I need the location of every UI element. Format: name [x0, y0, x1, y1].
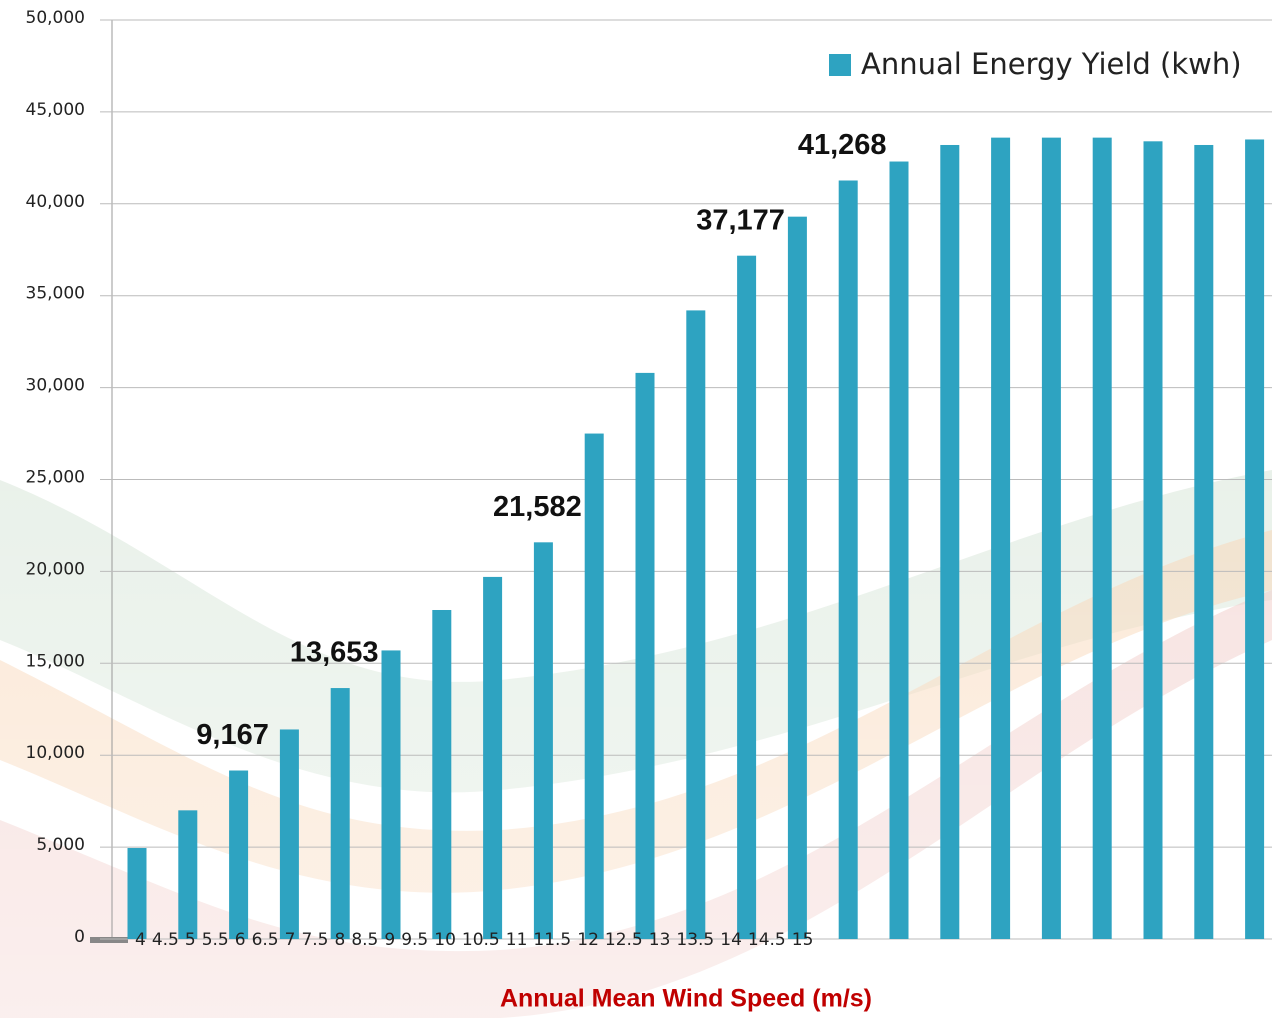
x-tick-label: 11	[506, 930, 528, 950]
bar	[1143, 141, 1163, 940]
x-tick-label: 14.5	[748, 930, 786, 950]
y-tick-label: 25,000	[26, 468, 85, 488]
y-tick-label: 10,000	[26, 743, 85, 763]
bar	[279, 729, 299, 939]
bar	[889, 161, 909, 939]
x-tick-label: 15	[792, 930, 814, 950]
x-tick-label: 4	[135, 930, 146, 950]
x-tick-label: 9.5	[401, 930, 428, 950]
bar	[1194, 144, 1214, 939]
y-tick-label: 50,000	[26, 8, 85, 28]
bar	[229, 770, 249, 939]
y-tick-label: 35,000	[26, 284, 85, 304]
data-label: 9,167	[196, 719, 269, 751]
bar	[1245, 139, 1265, 940]
bar	[787, 216, 807, 939]
bar	[533, 542, 553, 939]
y-tick-label: 15,000	[26, 651, 85, 671]
x-tick-label: 6	[235, 930, 246, 950]
data-label: 21,582	[493, 491, 582, 523]
bar	[991, 137, 1011, 939]
x-tick-label: 12	[577, 930, 599, 950]
bar	[1092, 137, 1112, 939]
y-tick-label: 5,000	[36, 835, 85, 855]
x-tick-label: 5	[185, 930, 196, 950]
x-tick-label: 7	[285, 930, 296, 950]
x-tick-label: 12.5	[605, 930, 643, 950]
bar	[584, 433, 604, 939]
legend-label: Annual Energy Yield (kwh)	[861, 47, 1242, 81]
x-tick-label: 5.5	[202, 930, 229, 950]
x-tick-label: 11.5	[533, 930, 571, 950]
bar	[330, 688, 350, 939]
bar	[838, 180, 858, 940]
axis-stub	[90, 937, 128, 943]
bar	[483, 576, 503, 939]
y-tick-label: 20,000	[26, 559, 85, 579]
bar	[432, 609, 452, 939]
x-tick-label: 10	[434, 930, 456, 950]
y-tick-label: 30,000	[26, 376, 85, 396]
bar	[686, 310, 706, 939]
x-tick-label: 10.5	[462, 930, 500, 950]
x-tick-labels: 4 4.5 5 5.5 6 6.5 7 7.5 8 8.5 9 9.5 10 10.5 11 11.5 12 12…	[135, 930, 813, 950]
x-tick-label: 13	[649, 930, 671, 950]
legend-swatch	[829, 54, 851, 76]
bar	[1041, 137, 1061, 939]
x-tick-label: 6.5	[252, 930, 279, 950]
x-tick-label: 13.5	[676, 930, 714, 950]
data-label: 37,177	[696, 204, 785, 236]
bar	[737, 255, 757, 939]
y-tick-label: 45,000	[26, 100, 85, 120]
data-label: 41,268	[798, 129, 887, 161]
x-tick-label: 4.5	[152, 930, 179, 950]
bar	[940, 144, 960, 939]
y-tick-label: 40,000	[26, 192, 85, 212]
x-tick-label: 8.5	[351, 930, 378, 950]
x-tick-label: 14	[720, 930, 742, 950]
bar	[381, 650, 401, 939]
x-tick-label: 8	[335, 930, 346, 950]
y-tick-label: 0	[74, 927, 85, 947]
x-tick-label: 9	[384, 930, 395, 950]
x-tick-label: 7.5	[301, 930, 328, 950]
bar	[127, 848, 147, 939]
bar	[178, 810, 198, 939]
x-axis-title: Annual Mean Wind Speed (m/s)	[500, 985, 872, 1013]
bar	[635, 372, 655, 939]
data-label: 13,653	[290, 637, 379, 669]
